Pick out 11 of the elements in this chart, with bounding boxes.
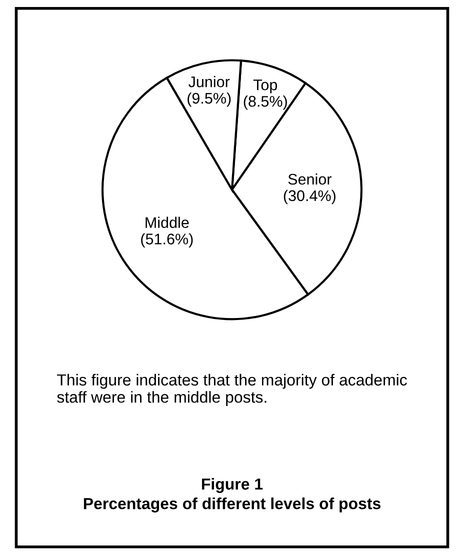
data-label: (8.5%) (244, 96, 287, 110)
text: This figure indicates that the majority of academic staff were in the middle posts. (57, 374, 407, 406)
data-label: (30.4%) (284, 190, 336, 204)
text: Percentages of different levels of posts (84, 498, 380, 512)
slice-label: Senior (288, 173, 332, 185)
data-label: (9.5%) (188, 92, 231, 107)
slice-label: Middle (146, 216, 189, 228)
slice-label: Junior (188, 76, 230, 88)
text: Figure 1 (202, 478, 263, 493)
data-label: (51.6%) (141, 233, 193, 248)
slice-label: Top (253, 80, 278, 94)
